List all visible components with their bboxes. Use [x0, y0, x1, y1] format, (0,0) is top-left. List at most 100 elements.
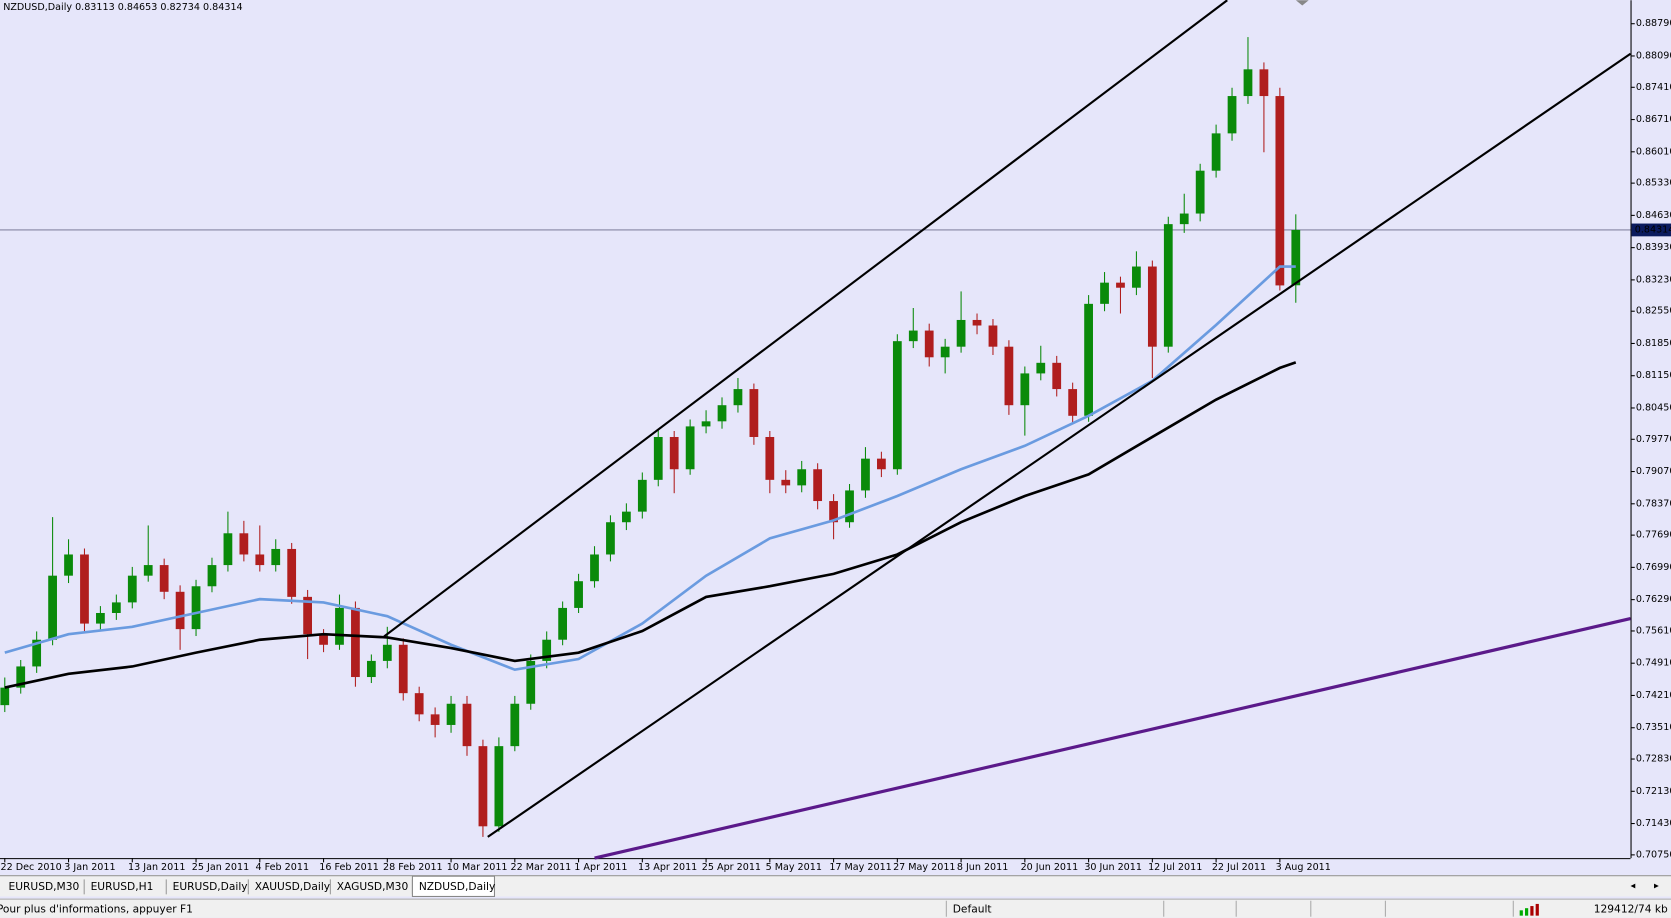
candle-body	[191, 586, 201, 630]
x-tick-label: 5 May 2011	[766, 862, 822, 873]
tab-label[interactable]: NZDUSD,Daily	[419, 880, 496, 893]
chart-title: NZDUSD,Daily 0.83113 0.84653 0.82734 0.8…	[3, 2, 242, 13]
tab[interactable]: XAGUSD,M30	[337, 879, 413, 895]
candle-body	[255, 554, 265, 566]
candle-body	[239, 533, 249, 555]
candle-body	[143, 565, 153, 576]
candle-body	[111, 602, 121, 613]
status-bar	[0, 898, 1671, 918]
candle-body	[223, 533, 233, 566]
line-series	[594, 616, 1631, 860]
candle-body	[621, 511, 631, 523]
candle-body	[749, 389, 759, 437]
candle-body	[32, 639, 42, 667]
candle-body	[127, 575, 137, 603]
candle-body	[1068, 389, 1078, 416]
candle-body	[303, 596, 312, 635]
tab-scroll-right[interactable]: ▸	[1654, 880, 1659, 891]
candle-body	[80, 554, 89, 624]
candle-body	[64, 554, 73, 576]
x-tick-label: 30 Jun 2011	[1084, 862, 1142, 873]
y-tick-label: 0.70750	[1636, 849, 1671, 860]
tab-label[interactable]: EURUSD,M30	[9, 880, 80, 893]
tabs: EURUSD,M30 EURUSD,H1 EURUSD,Daily XAUUSD,Da…	[9, 875, 496, 897]
x-tick-label: 17 May 2011	[829, 862, 891, 873]
candle-body	[606, 522, 615, 555]
candle-body	[1227, 96, 1237, 134]
candle-body	[1052, 362, 1062, 390]
tab-label[interactable]: EURUSD,H1	[91, 880, 154, 893]
candle-body	[1004, 346, 1014, 406]
tab[interactable]: XAUUSD,Daily	[255, 879, 331, 895]
candle-body	[526, 660, 536, 704]
tab-label[interactable]: EURUSD,Daily	[173, 880, 248, 893]
candle-body	[972, 319, 982, 326]
candle-body	[319, 634, 328, 645]
candle-body	[1036, 362, 1046, 374]
tab[interactable]: EURUSD,H1	[91, 879, 167, 895]
status-help: Pour plus d'informations, appuyer F1	[0, 902, 193, 915]
x-tick-label: 13 Apr 2011	[638, 862, 697, 873]
candle-body	[1179, 213, 1189, 225]
candle-body	[462, 703, 472, 747]
candle-body	[956, 319, 966, 347]
x-tick-label: 27 May 2011	[893, 862, 955, 873]
candle-body	[637, 479, 647, 512]
candle-body	[813, 469, 823, 502]
candle-body	[398, 644, 408, 694]
candle-body	[1084, 303, 1093, 416]
candle-body	[829, 501, 838, 523]
candle-body	[590, 554, 599, 582]
tab[interactable]: EURUSD,Daily	[173, 879, 249, 895]
marker	[1295, 0, 1309, 6]
x-tick-label: 28 Feb 2011	[383, 862, 443, 873]
candle-body	[940, 346, 950, 358]
candle-body	[701, 421, 711, 427]
candle-body	[430, 714, 440, 725]
candle-body	[1020, 373, 1030, 406]
x-tick-label: 16 Feb 2011	[319, 862, 379, 873]
x-tick-label: 22 Jul 2011	[1212, 862, 1266, 873]
x-tick-label: 22 Dec 2010	[1, 862, 62, 873]
connection-icon	[1519, 903, 1539, 916]
x-tick-label: 3 Aug 2011	[1276, 862, 1331, 873]
line-series	[487, 52, 1632, 838]
x-tick-label: 4 Feb 2011	[256, 862, 310, 873]
candle-body	[478, 746, 488, 827]
candle-body	[1116, 282, 1125, 288]
tab-scroll-left[interactable]: ◂	[1631, 880, 1636, 891]
candle-body	[414, 693, 424, 715]
tab[interactable]: NZDUSD,Daily	[411, 875, 496, 897]
tab-bar	[0, 875, 1671, 897]
tab-label[interactable]: XAGUSD,M30	[337, 880, 409, 893]
candle-body	[335, 607, 344, 645]
candle-body	[781, 479, 791, 486]
candle-body	[366, 660, 376, 678]
candle-body	[542, 639, 552, 661]
tab[interactable]: EURUSD,M30	[9, 879, 85, 895]
candle-body	[175, 591, 185, 630]
tab-label[interactable]: XAUUSD,Daily	[255, 880, 330, 893]
candle-body	[574, 581, 583, 608]
candle-body	[207, 565, 217, 587]
x-tick-label: 12 Jul 2011	[1148, 862, 1202, 873]
candle-body	[1147, 266, 1157, 347]
